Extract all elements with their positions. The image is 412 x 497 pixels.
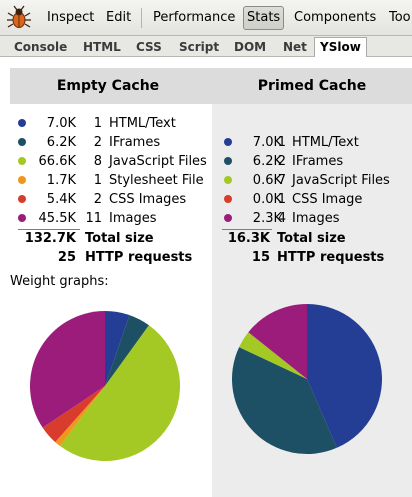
item-label: HTML/Text	[109, 116, 176, 131]
item-size: 0.0K	[252, 192, 282, 207]
item-count: 1	[277, 135, 286, 150]
list-item: 6.2K 2 IFrames	[212, 152, 412, 171]
stats-header	[10, 68, 412, 104]
empty-requests: 25	[57, 250, 76, 265]
tab-yslow[interactable]: YSlow	[314, 37, 367, 57]
item-size: 2.3K	[252, 211, 282, 226]
pie-slice-javascript-files	[239, 332, 307, 379]
tab-html[interactable]: HTML	[83, 40, 121, 54]
item-label: JavaScript Files	[109, 154, 207, 169]
tab-net[interactable]: Net	[283, 40, 307, 54]
images-dot	[18, 214, 26, 222]
item-label: Images	[109, 211, 157, 226]
pie-slice-html-text	[105, 311, 130, 386]
item-size: 5.4K	[46, 192, 76, 207]
list-item: 2.3K 4 Images	[212, 209, 412, 228]
javascript-dot	[224, 176, 232, 184]
list-item: 7.0K 1 HTML/Text	[0, 114, 206, 133]
menu-tools[interactable]: Too	[389, 10, 411, 25]
item-label: JavaScript Files	[292, 173, 390, 188]
list-item: 1.7K 1 Stylesheet File	[0, 171, 206, 190]
item-count: 1	[277, 192, 286, 207]
item-count: 11	[85, 211, 102, 226]
menu-separator	[141, 8, 142, 28]
empty-requests-label: HTTP requests	[85, 250, 193, 265]
html-text-dot	[224, 138, 232, 146]
iframes-dot	[224, 157, 232, 165]
menu-inspect[interactable]: Inspect	[47, 10, 95, 25]
panel-tabbar: Console HTML CSS Script DOM Net YSlow	[0, 36, 412, 57]
css-images-dot	[18, 195, 26, 203]
primed-total-size: 16.3K	[227, 231, 270, 246]
empty-cache-title: Empty Cache	[56, 78, 160, 94]
item-label: Stylesheet File	[109, 173, 204, 188]
css-images-dot	[224, 195, 232, 203]
tab-dom[interactable]: DOM	[234, 40, 267, 54]
pie-slice-css-images	[42, 386, 105, 443]
list-item: 5.4K 2 CSS Images	[0, 190, 206, 209]
pie-slice-iframes	[232, 347, 337, 454]
item-size: 6.2K	[252, 154, 282, 169]
html-text-dot	[18, 119, 26, 127]
weight-graphs-label: Weight graphs:	[10, 274, 109, 289]
item-size: 0.6K	[252, 173, 282, 188]
item-label: IFrames	[292, 154, 344, 169]
empty-total-size-label: Total size	[85, 231, 154, 246]
menu-performance[interactable]: Performance	[153, 10, 236, 25]
pie-slice-html-text	[307, 304, 383, 448]
total-divider	[18, 229, 80, 230]
item-count: 4	[277, 211, 286, 226]
images-dot	[224, 214, 232, 222]
item-label: Images	[292, 211, 340, 226]
item-label: HTML/Text	[292, 135, 359, 150]
item-size: 7.0K	[252, 135, 282, 150]
item-label: CSS Images	[109, 192, 187, 207]
iframes-dot	[18, 138, 26, 146]
item-size: 6.2K	[46, 135, 76, 150]
pie-slice-iframes	[105, 315, 149, 386]
tab-console[interactable]: Console	[14, 40, 68, 54]
item-size: 66.6K	[38, 154, 76, 169]
primed-requests: 15	[251, 250, 270, 265]
list-item: 6.2K 2 IFrames	[0, 133, 206, 152]
item-count: 2	[277, 154, 286, 169]
item-count: 7	[277, 173, 286, 188]
pie-slice-images	[248, 304, 307, 379]
firebug-icon[interactable]	[6, 5, 32, 31]
item-count: 2	[93, 135, 102, 150]
tab-script[interactable]: Script	[179, 40, 220, 54]
primed-total-size-label: Total size	[277, 231, 346, 246]
menu-edit[interactable]: Edit	[106, 10, 132, 25]
list-item: 66.6K 8 JavaScript Files	[0, 152, 207, 171]
pie-slice-images	[29, 311, 105, 428]
empty-cache-pie-chart	[29, 311, 180, 461]
primed-cache-title: Primed Cache	[257, 78, 367, 94]
stylesheet-dot	[18, 176, 26, 184]
pie-slice-stylesheet-file	[55, 386, 105, 446]
item-size: 45.5K	[38, 211, 76, 226]
list-item: 7.0K 1 HTML/Text	[212, 133, 412, 152]
item-label: CSS Image	[292, 192, 363, 207]
tab-css[interactable]: CSS	[136, 40, 162, 54]
empty-total-size: 132.7K	[24, 231, 76, 246]
item-count: 1	[93, 116, 102, 131]
menu-components[interactable]: Components	[294, 10, 377, 25]
list-item: 0.0K 1 CSS Image	[212, 190, 412, 209]
total-divider	[222, 229, 272, 230]
item-size: 7.0K	[46, 116, 76, 131]
menubar: Inspect Edit Performance Stats Component…	[0, 0, 412, 36]
primed-cache-pie-chart	[232, 304, 383, 454]
item-size: 1.7K	[46, 173, 76, 188]
list-item: 45.5K 11 Images	[0, 209, 206, 228]
item-count: 2	[93, 192, 102, 207]
pie-slice-javascript-files	[59, 325, 180, 461]
item-count: 8	[93, 154, 102, 169]
list-item: 0.6K 7 JavaScript Files	[212, 171, 412, 190]
item-label: IFrames	[109, 135, 161, 150]
primed-requests-label: HTTP requests	[277, 250, 385, 265]
javascript-dot	[18, 157, 26, 165]
item-count: 1	[93, 173, 102, 188]
menu-stats[interactable]: Stats	[243, 6, 285, 30]
